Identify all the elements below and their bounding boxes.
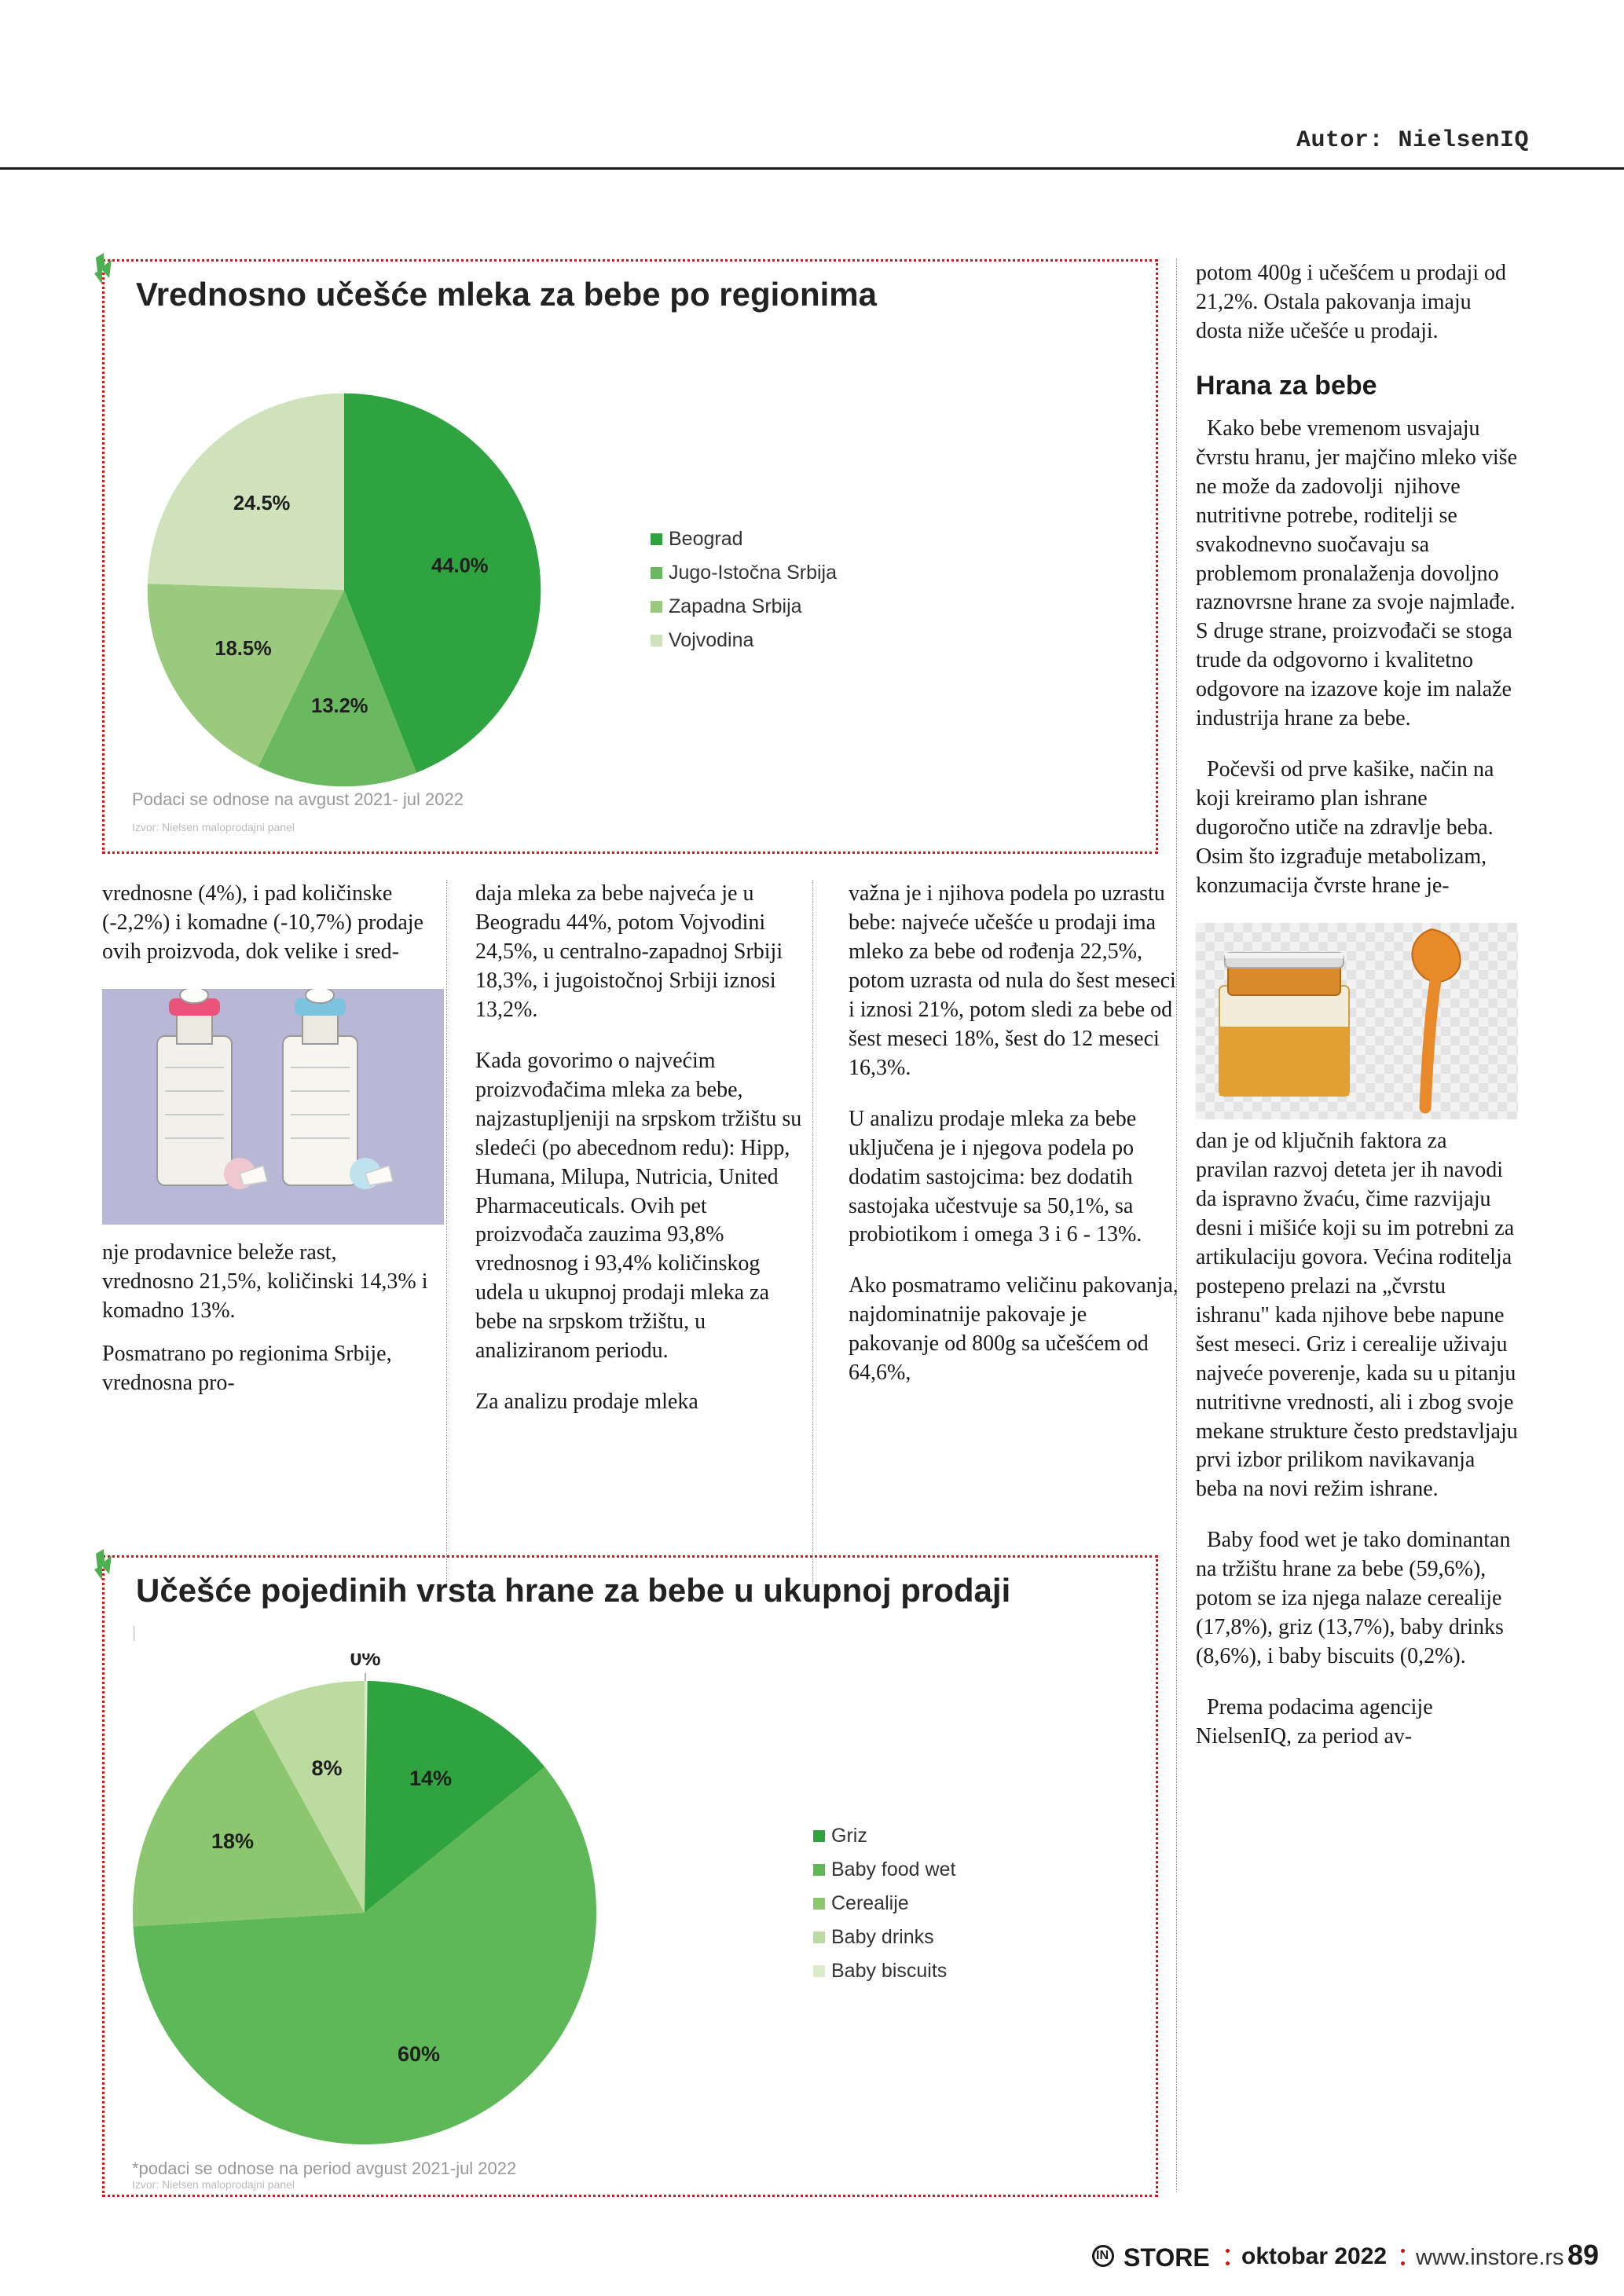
svg-text:14%: 14% [409, 1767, 452, 1790]
svg-text:60%: 60% [398, 2042, 440, 2066]
svg-text:18.5%: 18.5% [214, 638, 271, 660]
svg-text:13.2%: 13.2% [311, 695, 368, 717]
svg-text:8%: 8% [311, 1756, 342, 1780]
svg-text:24.5%: 24.5% [233, 493, 290, 514]
svg-text:0%: 0% [350, 1653, 380, 1670]
svg-text:18%: 18% [211, 1829, 254, 1853]
svg-text:44.0%: 44.0% [431, 555, 488, 577]
